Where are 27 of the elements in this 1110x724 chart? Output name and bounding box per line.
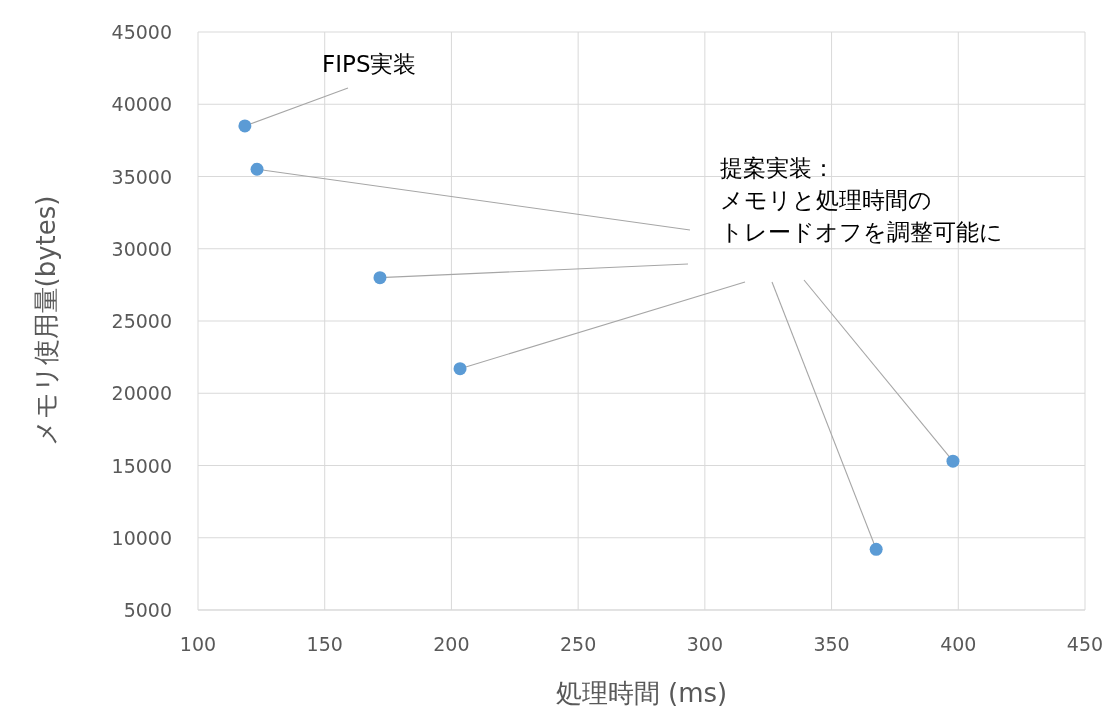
point (373, 271, 387, 285)
y-axis-title: メモリ使用量(bytes) (31, 195, 61, 447)
y-tick-label: 40000 (111, 93, 172, 116)
point (250, 162, 264, 176)
x-tick-label: 350 (813, 633, 850, 655)
x-tick-label: 400 (940, 633, 977, 655)
x-tick-label: 300 (686, 633, 723, 655)
y-tick-label: 25000 (111, 310, 172, 332)
x-tick-label: 150 (306, 633, 343, 655)
x-axis-title: 処理時間 (ms) (555, 678, 728, 708)
y-tick-label: 10000 (111, 526, 172, 549)
x-tick-label: 250 (560, 633, 597, 655)
annotation: 提案実装：メモリと処理時間のトレードオフを調整可能に (720, 155, 1003, 245)
y-tick-label: 5000 (123, 599, 172, 621)
y-tick-label: 30000 (111, 237, 172, 260)
x-tick-label: 100 (179, 633, 217, 655)
annotation: FIPS実装 (322, 51, 417, 77)
point (869, 542, 883, 556)
x-tick-label: 450 (1066, 633, 1104, 655)
point (238, 119, 252, 133)
y-tick-label: 35000 (111, 165, 172, 188)
point (453, 362, 467, 376)
y-tick-label: 45000 (111, 21, 172, 43)
x-tick-label: 200 (433, 633, 470, 655)
point (946, 454, 960, 468)
y-tick-label: 15000 (111, 454, 172, 477)
y-tick-label: 20000 (111, 382, 172, 405)
